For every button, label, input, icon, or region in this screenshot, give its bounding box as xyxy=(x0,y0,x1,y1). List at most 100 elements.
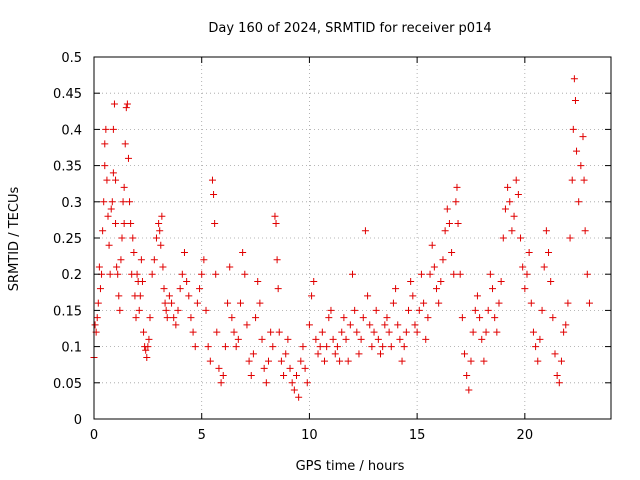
data-point xyxy=(506,198,514,206)
data-point xyxy=(454,220,462,228)
data-point xyxy=(193,299,201,307)
data-point xyxy=(527,299,535,307)
data-point xyxy=(573,147,581,155)
data-point xyxy=(368,343,376,351)
data-point xyxy=(292,372,300,380)
data-point xyxy=(458,314,466,322)
y-tick-label: 0 xyxy=(74,413,82,428)
y-tick-label: 0.2 xyxy=(61,268,82,283)
data-point xyxy=(430,263,438,271)
data-point xyxy=(132,314,140,322)
data-point xyxy=(271,212,279,220)
data-point xyxy=(217,379,225,387)
data-point xyxy=(100,198,108,206)
data-point xyxy=(510,212,518,220)
data-point xyxy=(359,314,367,322)
data-point xyxy=(162,306,170,314)
data-point xyxy=(144,343,152,351)
data-point xyxy=(215,364,223,372)
y-tick-label: 0.15 xyxy=(53,304,82,319)
data-point xyxy=(364,292,372,300)
x-axis-label: GPS time / hours xyxy=(296,459,405,474)
data-point xyxy=(101,162,109,170)
data-point xyxy=(252,314,260,322)
data-point xyxy=(583,270,591,278)
data-point xyxy=(480,357,488,365)
data-point xyxy=(245,357,253,365)
data-point xyxy=(538,306,546,314)
data-point xyxy=(553,372,561,380)
data-point xyxy=(549,314,557,322)
data-point xyxy=(439,256,447,264)
data-point xyxy=(508,227,516,235)
data-point xyxy=(443,205,451,213)
data-point xyxy=(398,357,406,365)
data-point xyxy=(249,350,257,358)
axis-ticks xyxy=(93,56,611,420)
y-tick-label: 0.1 xyxy=(61,341,82,356)
data-point xyxy=(138,277,146,285)
data-point xyxy=(385,328,393,336)
data-point xyxy=(241,270,249,278)
data-point xyxy=(108,198,116,206)
data-point xyxy=(331,350,339,358)
data-point xyxy=(267,328,275,336)
data-point xyxy=(269,343,277,351)
data-point xyxy=(234,335,242,343)
data-point xyxy=(219,372,227,380)
data-point xyxy=(580,176,588,184)
data-point xyxy=(280,372,288,380)
data-point xyxy=(547,277,555,285)
data-point xyxy=(105,241,113,249)
data-point xyxy=(338,328,346,336)
data-point xyxy=(196,285,204,293)
data-point xyxy=(316,343,324,351)
data-point xyxy=(210,191,218,199)
data-point xyxy=(120,220,128,228)
data-point xyxy=(486,270,494,278)
data-point xyxy=(174,306,182,314)
data-point xyxy=(301,364,309,372)
data-point xyxy=(109,169,117,177)
data-point xyxy=(256,299,264,307)
data-point xyxy=(400,343,408,351)
plot-frame xyxy=(93,56,612,420)
data-point xyxy=(536,335,544,343)
data-point xyxy=(288,379,296,387)
data-point xyxy=(101,140,109,148)
data-point xyxy=(469,328,477,336)
data-point xyxy=(529,328,537,336)
y-axis-label: SRMTID / TECUs xyxy=(7,187,22,292)
data-point xyxy=(213,328,221,336)
data-point xyxy=(402,328,410,336)
data-point xyxy=(512,176,520,184)
data-point xyxy=(577,162,585,170)
data-point xyxy=(435,299,443,307)
data-point xyxy=(172,321,180,329)
data-point xyxy=(325,314,333,322)
data-point xyxy=(417,270,425,278)
data-point xyxy=(137,256,145,264)
data-point xyxy=(112,176,120,184)
data-point xyxy=(473,292,481,300)
data-point xyxy=(344,357,352,365)
data-point xyxy=(159,263,167,271)
data-point xyxy=(185,292,193,300)
data-point xyxy=(224,299,232,307)
data-point xyxy=(504,183,512,191)
data-point xyxy=(127,220,135,228)
data-point xyxy=(299,343,307,351)
data-point xyxy=(113,263,121,271)
data-point xyxy=(264,357,272,365)
data-point xyxy=(428,241,436,249)
data-point xyxy=(555,379,563,387)
data-point xyxy=(130,248,138,256)
data-point xyxy=(145,335,153,343)
data-point xyxy=(497,277,505,285)
data-point xyxy=(450,270,458,278)
data-point xyxy=(95,263,103,271)
data-point xyxy=(389,299,397,307)
data-point xyxy=(247,372,255,380)
data-point xyxy=(284,335,292,343)
data-point xyxy=(305,321,313,329)
